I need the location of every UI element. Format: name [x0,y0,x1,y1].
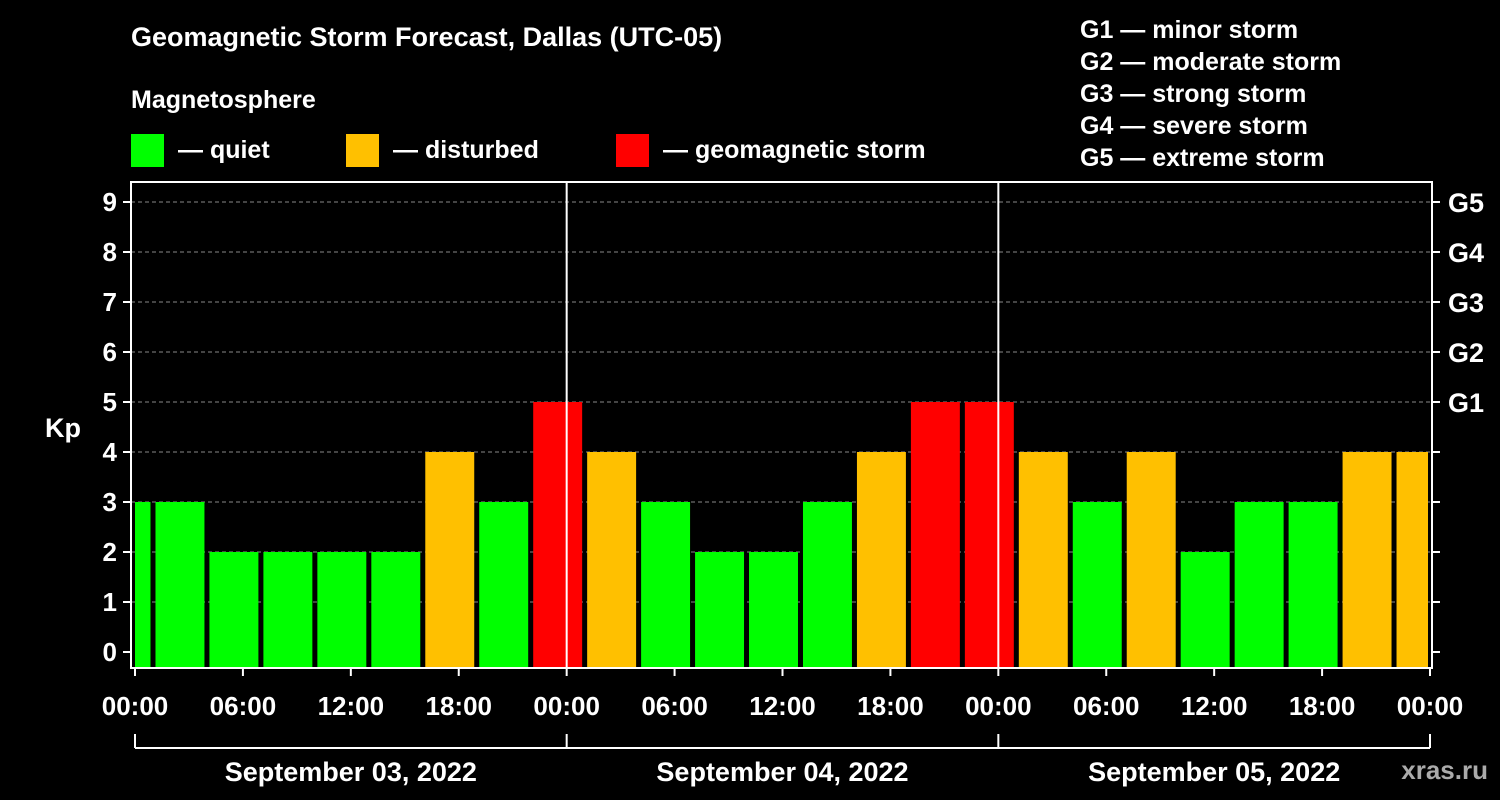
legend-label-quiet: — quiet [178,135,270,164]
kp-bar [155,502,205,668]
date-label: September 03, 2022 [225,757,477,787]
y-tick-label: 9 [103,187,117,217]
kp-bar [479,502,529,668]
y-tick-label: 1 [103,587,117,617]
y-axis-label: Kp [45,413,81,443]
kp-bar [1234,502,1284,668]
x-tick-label: 06:00 [210,691,277,721]
g-level-tick-label: G4 [1448,238,1484,268]
kp-bar [317,552,367,668]
watermark: xras.ru [1401,755,1488,785]
magnetosphere-label: Magnetosphere [131,86,316,114]
g-level-tick-label: G3 [1448,288,1484,318]
kp-bar [749,552,798,668]
g-scale-g4: G4 — severe storm [1080,112,1308,140]
legend-label-storm: — geomagnetic storm [663,135,926,164]
x-tick-label: 06:00 [641,691,708,721]
kp-bar [1072,502,1122,668]
y-tick-label: 7 [103,287,117,317]
x-tick-label: 12:00 [1181,691,1248,721]
x-tick-label: 00:00 [1397,691,1464,721]
legend-swatch-disturbed [346,133,379,167]
x-tick-label: 06:00 [1073,691,1140,721]
kp-bar [1396,452,1428,668]
kp-bar [425,452,475,668]
date-label: September 04, 2022 [656,757,908,787]
kp-bar [910,402,960,668]
legend-item-quiet: — quiet [131,132,270,168]
x-tick-label: 18:00 [857,691,924,721]
date-label: September 05, 2022 [1088,757,1340,787]
legend-swatch-quiet [131,133,164,167]
legend-label-disturbed: — disturbed [393,135,539,164]
legend-item-disturbed: — disturbed [346,132,539,168]
y-tick-label: 0 [103,637,117,667]
g-scale-g5: G5 — extreme storm [1080,144,1325,172]
kp-bar [1018,452,1068,668]
kp-bar [964,402,1014,668]
legend-item-storm: — geomagnetic storm [616,132,926,168]
g-level-tick-label: G5 [1448,188,1484,218]
kp-bar [587,452,637,668]
x-tick-label: 00:00 [102,691,169,721]
kp-bar [263,552,313,668]
kp-bar [641,502,691,668]
g-scale-g2: G2 — moderate storm [1080,48,1342,76]
y-tick-label: 3 [103,487,117,517]
x-tick-label: 12:00 [318,691,385,721]
g-scale-legend: G1 — minor storm G2 — moderate storm G3 … [1080,14,1341,174]
x-tick-label: 12:00 [749,691,816,721]
y-tick-label: 5 [103,387,117,417]
y-tick-label: 6 [103,337,117,367]
chart-title: Geomagnetic Storm Forecast, Dallas (UTC-… [131,22,723,52]
g-scale-g3: G3 — strong storm [1080,80,1307,108]
y-tick-label: 4 [103,437,118,467]
kp-bar [533,402,583,668]
kp-bar [1180,552,1230,668]
kp-bar [802,502,852,668]
kp-bar [1342,452,1392,668]
g-level-tick-label: G2 [1448,338,1484,368]
g-scale-g1: G1 — minor storm [1080,16,1299,44]
legend-swatch-storm [616,133,649,167]
kp-bar [695,552,745,668]
kp-bar [209,552,259,668]
x-tick-label: 18:00 [426,691,493,721]
y-tick-label: 8 [103,237,117,267]
x-tick-label: 00:00 [965,691,1032,721]
kp-bar [856,452,906,668]
kp-bar [1288,502,1338,668]
kp-bar [371,552,421,668]
x-tick-label: 00:00 [533,691,600,721]
kp-bar [1126,452,1176,668]
g-level-tick-label: G1 [1448,388,1484,418]
x-tick-label: 18:00 [1289,691,1356,721]
y-tick-label: 2 [103,537,117,567]
kp-bar [135,502,151,668]
